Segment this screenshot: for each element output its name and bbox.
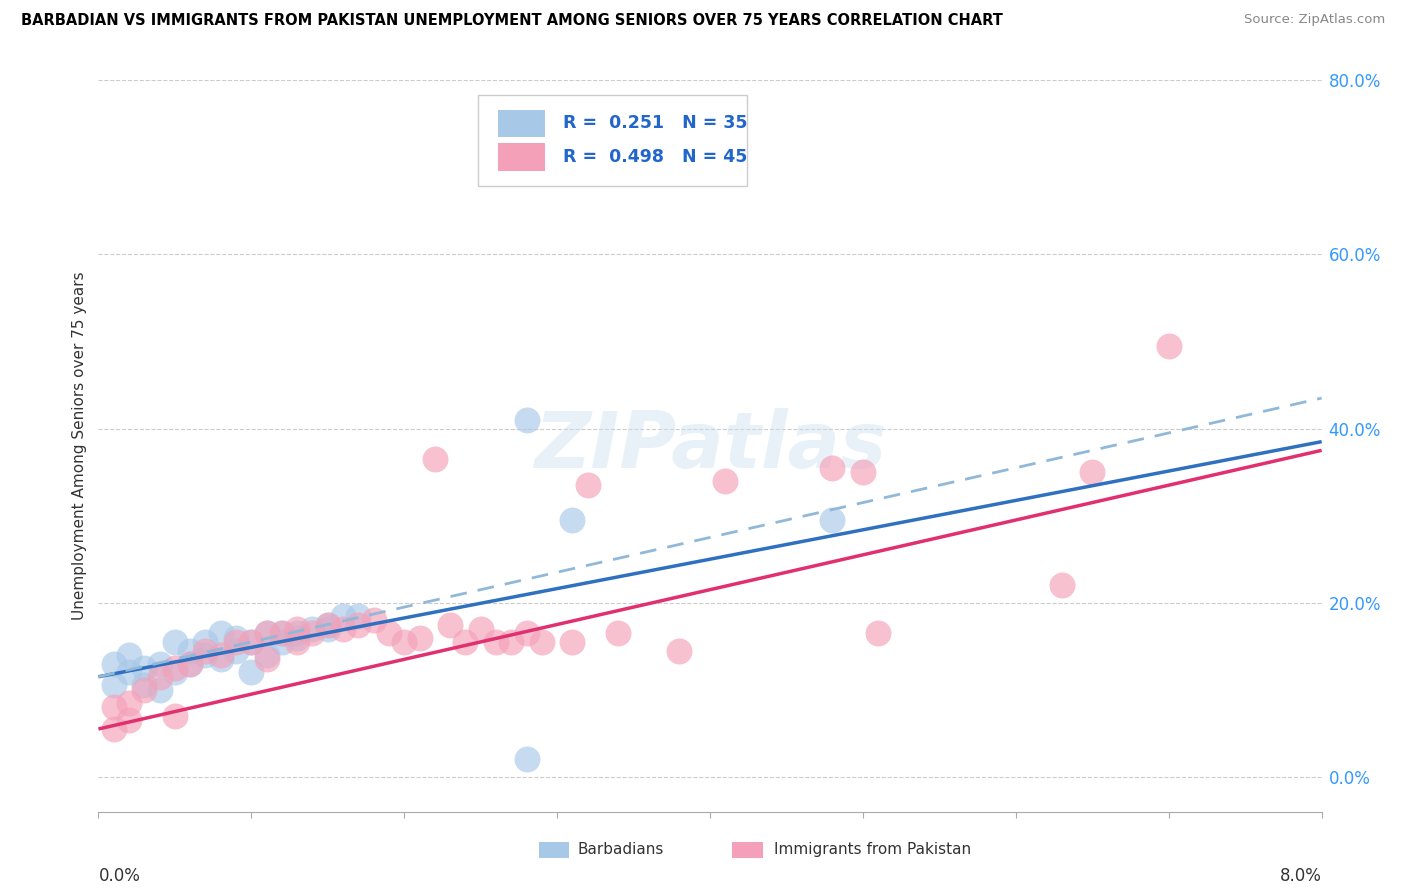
Point <box>149 657 172 671</box>
Point <box>163 665 186 680</box>
Point <box>607 626 630 640</box>
Text: Source: ZipAtlas.com: Source: ZipAtlas.com <box>1244 13 1385 27</box>
Point <box>821 513 844 527</box>
Point <box>103 678 125 692</box>
Point <box>149 670 172 684</box>
Point <box>347 608 370 623</box>
Text: 8.0%: 8.0% <box>1279 867 1322 885</box>
Point <box>316 617 339 632</box>
Point <box>332 622 354 636</box>
Point <box>225 643 247 657</box>
Point <box>821 460 844 475</box>
Point <box>270 635 294 649</box>
Point <box>1081 465 1104 479</box>
Point <box>316 622 339 636</box>
Point <box>392 635 416 649</box>
Point <box>332 608 354 623</box>
Point <box>347 617 370 632</box>
Text: R =  0.251   N = 35: R = 0.251 N = 35 <box>564 114 748 132</box>
Text: 0.0%: 0.0% <box>98 867 141 885</box>
Point <box>163 709 186 723</box>
Point <box>285 626 308 640</box>
Point <box>408 631 430 645</box>
Point <box>285 635 308 649</box>
Point <box>501 635 523 649</box>
Point <box>179 657 201 671</box>
Point <box>576 478 599 492</box>
Bar <box>498 110 546 137</box>
Point <box>256 652 278 666</box>
Point <box>225 635 247 649</box>
Point <box>530 635 553 649</box>
Point <box>103 722 125 736</box>
Point <box>118 648 141 662</box>
Text: BARBADIAN VS IMMIGRANTS FROM PAKISTAN UNEMPLOYMENT AMONG SENIORS OVER 75 YEARS C: BARBADIAN VS IMMIGRANTS FROM PAKISTAN UN… <box>21 13 1002 29</box>
Text: Barbadians: Barbadians <box>578 842 664 857</box>
Bar <box>498 144 546 171</box>
Point <box>470 622 492 636</box>
Point <box>103 657 125 671</box>
Point <box>439 617 461 632</box>
Point <box>103 700 125 714</box>
Point <box>256 648 278 662</box>
Point <box>118 714 141 728</box>
Point <box>149 682 172 697</box>
Point <box>454 635 477 649</box>
Point <box>256 626 278 640</box>
Point <box>301 626 323 640</box>
Point <box>256 626 278 640</box>
Point <box>240 665 263 680</box>
Point <box>179 657 201 671</box>
Point <box>485 635 508 649</box>
Point <box>134 678 156 692</box>
Point <box>240 635 263 649</box>
Y-axis label: Unemployment Among Seniors over 75 years: Unemployment Among Seniors over 75 years <box>72 272 87 620</box>
Point <box>668 643 690 657</box>
Text: R =  0.498   N = 45: R = 0.498 N = 45 <box>564 148 748 166</box>
Point <box>516 626 538 640</box>
Point <box>363 613 385 627</box>
Point <box>194 635 217 649</box>
Point <box>852 465 875 479</box>
Point <box>225 631 247 645</box>
Point <box>378 626 401 640</box>
Point <box>270 626 294 640</box>
Point <box>285 631 308 645</box>
Point <box>270 626 294 640</box>
Point <box>1050 578 1073 592</box>
Point <box>316 617 339 632</box>
Text: Immigrants from Pakistan: Immigrants from Pakistan <box>773 842 970 857</box>
Point <box>301 622 323 636</box>
Point <box>423 452 446 467</box>
Point <box>714 474 737 488</box>
Point <box>163 635 186 649</box>
Point <box>209 652 232 666</box>
Point <box>209 626 232 640</box>
Point <box>516 752 538 766</box>
Point <box>240 635 263 649</box>
Text: ZIPatlas: ZIPatlas <box>534 408 886 484</box>
Point <box>561 513 583 527</box>
Point <box>285 622 308 636</box>
Point <box>134 682 156 697</box>
Point <box>118 665 141 680</box>
Point <box>179 643 201 657</box>
FancyBboxPatch shape <box>478 95 747 186</box>
Point <box>134 661 156 675</box>
Point <box>194 643 217 657</box>
Point <box>194 648 217 662</box>
Bar <box>733 842 762 858</box>
Point <box>163 661 186 675</box>
Bar <box>538 842 569 858</box>
Point <box>516 413 538 427</box>
Point <box>209 648 232 662</box>
Point <box>868 626 890 640</box>
Point <box>1157 339 1180 353</box>
Point <box>118 696 141 710</box>
Point <box>561 635 583 649</box>
